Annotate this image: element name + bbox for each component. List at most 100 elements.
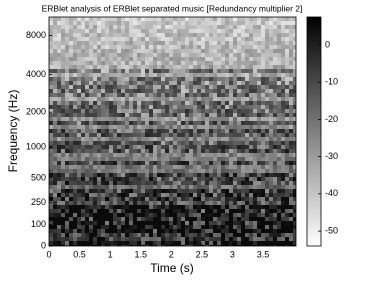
texture-cell: [181, 105, 185, 109]
texture-cell: [265, 177, 269, 181]
texture-cell: [193, 209, 197, 213]
texture-cell: [85, 61, 89, 65]
texture-cell: [233, 113, 237, 117]
texture-cell: [105, 177, 109, 181]
texture-cell: [229, 209, 233, 213]
texture-cell: [281, 221, 285, 225]
texture-cell: [133, 45, 137, 49]
texture-cell: [253, 149, 257, 153]
texture-cell: [233, 21, 237, 25]
texture-cell: [177, 53, 181, 57]
texture-cell: [225, 53, 229, 57]
texture-cell: [93, 225, 97, 229]
texture-cell: [125, 29, 129, 33]
texture-cell: [149, 101, 153, 105]
texture-cell: [225, 105, 229, 109]
texture-cell: [189, 177, 193, 181]
texture-cell: [261, 217, 265, 221]
texture-cell: [249, 137, 253, 141]
texture-cell: [177, 61, 181, 65]
texture-cell: [85, 117, 89, 121]
texture-cell: [169, 105, 173, 109]
texture-cell: [149, 133, 153, 137]
texture-cell: [109, 173, 113, 177]
texture-cell: [101, 193, 105, 197]
texture-cell: [153, 193, 157, 197]
texture-cell: [169, 149, 173, 153]
texture-cell: [281, 69, 285, 73]
texture-cell: [101, 17, 105, 21]
texture-cell: [157, 125, 161, 129]
texture-cell: [145, 25, 149, 29]
texture-cell: [177, 81, 181, 85]
texture-cell: [233, 221, 237, 225]
texture-cell: [81, 117, 85, 121]
texture-cell: [233, 165, 237, 169]
texture-cell: [209, 97, 213, 101]
texture-cell: [181, 213, 185, 217]
texture-cell: [77, 101, 81, 105]
texture-cell: [233, 57, 237, 61]
texture-cell: [77, 153, 81, 157]
texture-cell: [69, 225, 73, 229]
texture-cell: [161, 205, 165, 209]
texture-cell: [57, 185, 61, 189]
texture-cell: [157, 97, 161, 101]
texture-cell: [201, 53, 205, 57]
texture-cell: [213, 85, 217, 89]
texture-cell: [65, 165, 69, 169]
texture-cell: [201, 149, 205, 153]
texture-cell: [117, 237, 121, 241]
texture-cell: [269, 209, 273, 213]
texture-cell: [69, 137, 73, 141]
texture-cell: [217, 85, 221, 89]
texture-cell: [165, 93, 169, 97]
texture-cell: [101, 57, 105, 61]
texture-cell: [277, 61, 281, 65]
texture-cell: [153, 29, 157, 33]
texture-cell: [137, 145, 141, 149]
texture-cell: [105, 221, 109, 225]
texture-cell: [101, 225, 105, 229]
texture-cell: [61, 145, 65, 149]
texture-cell: [177, 101, 181, 105]
texture-cell: [225, 177, 229, 181]
texture-cell: [133, 77, 137, 81]
texture-cell: [265, 37, 269, 41]
texture-cell: [109, 25, 113, 29]
texture-cell: [129, 73, 133, 77]
texture-cell: [77, 89, 81, 93]
texture-cell: [109, 49, 113, 53]
texture-cell: [65, 205, 69, 209]
texture-cell: [193, 217, 197, 221]
texture-cell: [89, 49, 93, 53]
texture-cell: [193, 233, 197, 237]
texture-cell: [245, 165, 249, 169]
texture-cell: [189, 157, 193, 161]
texture-cell: [145, 217, 149, 221]
texture-cell: [229, 145, 233, 149]
texture-cell: [253, 133, 257, 137]
texture-cell: [205, 129, 209, 133]
texture-cell: [85, 189, 89, 193]
texture-cell: [189, 65, 193, 69]
texture-cell: [53, 105, 57, 109]
texture-cell: [209, 221, 213, 225]
texture-cell: [261, 85, 265, 89]
texture-cell: [77, 201, 81, 205]
texture-cell: [149, 229, 153, 233]
texture-cell: [233, 125, 237, 129]
texture-cell: [133, 145, 137, 149]
texture-cell: [193, 185, 197, 189]
texture-cell: [105, 193, 109, 197]
texture-cell: [273, 181, 277, 185]
texture-cell: [89, 209, 93, 213]
texture-cell: [117, 45, 121, 49]
texture-cell: [269, 153, 273, 157]
texture-cell: [73, 125, 77, 129]
texture-cell: [269, 229, 273, 233]
texture-cell: [81, 33, 85, 37]
texture-cell: [113, 81, 117, 85]
texture-cell: [161, 121, 165, 125]
texture-cell: [229, 233, 233, 237]
